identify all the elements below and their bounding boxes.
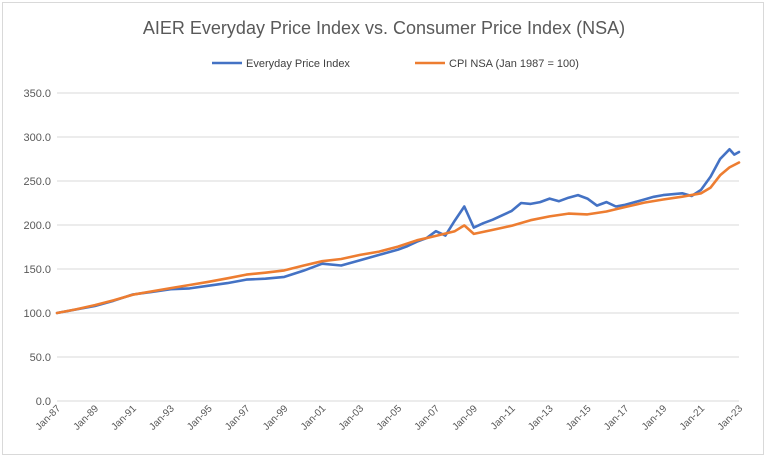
series-layer <box>55 148 741 315</box>
series-line-everyday-price-index <box>55 148 741 315</box>
x-tick-label-11: Jan-09 <box>450 403 480 433</box>
y-tick-label-1: 50.0 <box>30 352 51 364</box>
y-tick-label-0: 0.0 <box>36 396 51 408</box>
x-tick-label-10: Jan-07 <box>413 403 443 433</box>
x-tick-label-1: Jan-89 <box>72 403 102 433</box>
series-line-cpi-nsa <box>55 161 741 315</box>
y-tick-label-2: 100.0 <box>23 308 51 320</box>
x-tick-label-2: Jan-91 <box>109 403 139 433</box>
x-tick-label-4: Jan-95 <box>185 403 215 433</box>
x-tick-label-14: Jan-15 <box>564 403 594 433</box>
x-tick-label-7: Jan-01 <box>299 403 329 433</box>
x-axis: Jan-87 Jan-89 Jan-91 Jan-93 Jan-95 Jan-97 Jan-… <box>34 403 746 433</box>
chart-frame <box>2 2 764 455</box>
y-tick-label-5: 250.0 <box>23 176 51 188</box>
y-tick-label-7: 350.0 <box>23 88 51 100</box>
y-tick-label-6: 300.0 <box>23 132 51 144</box>
x-tick-label-5: Jan-97 <box>223 403 253 433</box>
y-tick-label-3: 150.0 <box>23 264 51 276</box>
x-tick-label-12: Jan-11 <box>489 403 518 432</box>
legend: Everyday Price Index CPI NSA (Jan 1987 = … <box>212 58 579 70</box>
gridlines <box>57 92 739 402</box>
x-tick-label-15: Jan-17 <box>602 403 632 433</box>
x-tick-label-17: Jan-21 <box>678 403 708 433</box>
chart-title: AIER Everyday Price Index vs. Consumer P… <box>143 18 625 38</box>
y-axis: 0.0 50.0 100.0 150.0 200.0 250.0 300.0 350.0 <box>23 88 51 408</box>
x-tick-label-16: Jan-19 <box>640 403 670 433</box>
x-tick-label-9: Jan-05 <box>375 403 405 433</box>
y-tick-label-4: 200.0 <box>23 220 51 232</box>
x-tick-label-13: Jan-13 <box>526 403 556 433</box>
x-tick-label-18: Jan-23 <box>716 403 746 433</box>
x-tick-label-8: Jan-03 <box>337 403 367 433</box>
x-tick-label-6: Jan-99 <box>261 403 291 433</box>
x-tick-label-3: Jan-93 <box>147 403 177 433</box>
legend-label-1: CPI NSA (Jan 1987 = 100) <box>449 58 579 70</box>
legend-label-0: Everyday Price Index <box>246 58 350 70</box>
